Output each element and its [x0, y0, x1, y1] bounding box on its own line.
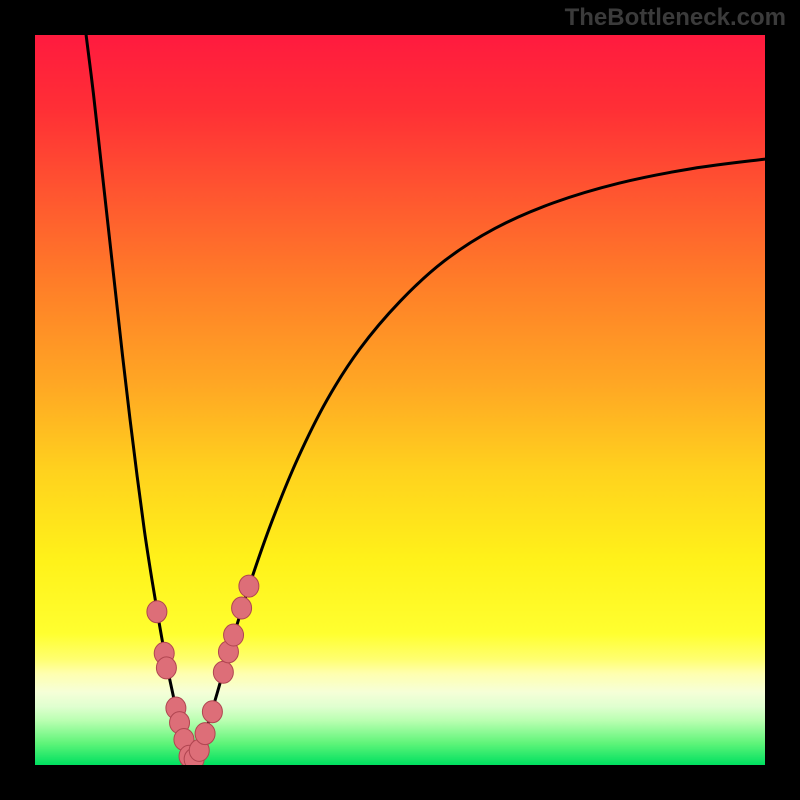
gradient-plot-canvas [35, 35, 765, 765]
attribution-label: TheBottleneck.com [565, 4, 786, 32]
chart-frame: TheBottleneck.com [0, 0, 800, 800]
